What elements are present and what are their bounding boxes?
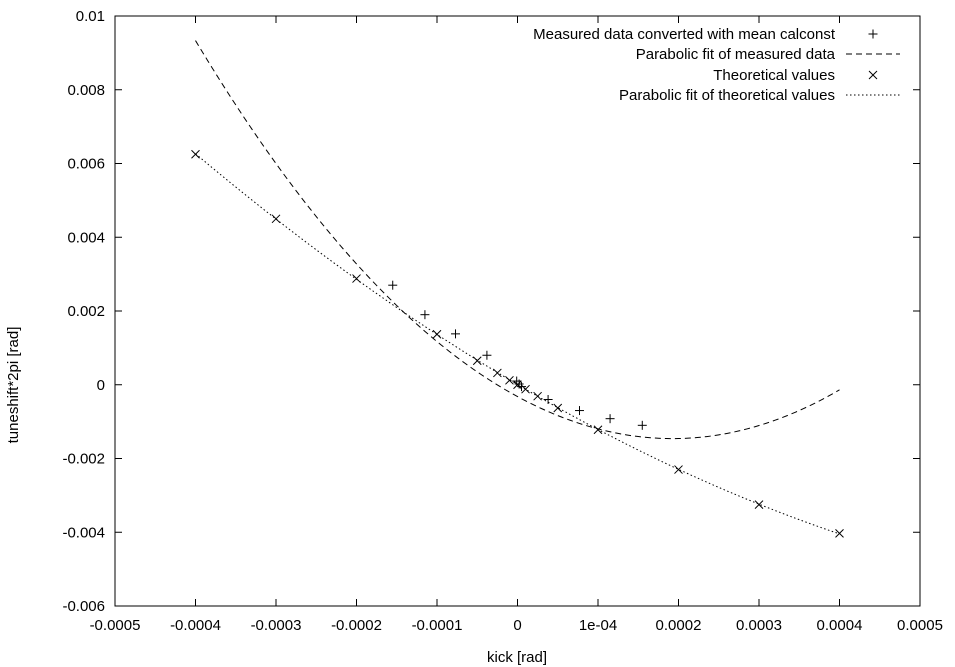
data-point <box>352 274 361 283</box>
x-tick-label: -0.0001 <box>412 617 463 634</box>
y-axis-label: tuneshift*2pi [rad] <box>5 327 22 444</box>
legend-marker-sample <box>868 70 878 80</box>
data-point <box>574 406 584 416</box>
data-point-d2 <box>352 274 361 283</box>
x-tick-label: 0.0003 <box>736 617 782 634</box>
data-point <box>388 280 398 290</box>
data-point-d2 <box>533 391 542 401</box>
series-line <box>195 40 840 440</box>
legend-label: Theoretical values <box>713 67 835 84</box>
data-point <box>637 420 647 430</box>
series-2 <box>195 40 840 440</box>
x-tick-label: 0 <box>513 617 521 634</box>
data-point-d2 <box>754 500 764 509</box>
y-tick-label: 0 <box>97 377 105 394</box>
legend-entry: Parabolic fit of measured data <box>636 46 900 63</box>
y-tick-label: 0.004 <box>67 229 105 246</box>
x-tick-label: 1e-04 <box>579 617 617 634</box>
legend: Measured data converted with mean calcon… <box>533 26 900 104</box>
legend-entry: Parabolic fit of theoretical values <box>619 87 900 104</box>
data-point <box>605 414 615 424</box>
legend-marker-sample-d2 <box>868 70 878 80</box>
data-point <box>521 384 530 394</box>
legend-label: Measured data converted with mean calcon… <box>533 26 836 43</box>
series-line <box>195 153 840 535</box>
data-point <box>482 350 492 360</box>
x-tick-label: 0.0004 <box>817 617 863 634</box>
data-point-d2 <box>432 329 442 339</box>
x-tick-label: -0.0003 <box>251 617 302 634</box>
data-point-d2 <box>271 214 281 224</box>
data-point <box>420 310 430 320</box>
y-tick-label: 0.01 <box>76 8 105 25</box>
data-point-d2 <box>553 403 563 413</box>
legend-entry: Measured data converted with mean calcon… <box>533 26 878 43</box>
data-point <box>674 465 683 474</box>
data-point <box>553 403 563 413</box>
x-tick-label: -0.0002 <box>331 617 382 634</box>
y-tick-label: 0.008 <box>67 82 105 99</box>
series-1 <box>388 280 647 430</box>
series-4 <box>195 153 840 535</box>
data-point <box>533 391 542 401</box>
axis-ticks: -0.0005 -0.0004 -0.0003 -0.0002 -0.0001 0 1e-0… <box>62 8 942 634</box>
legend-entry: Theoretical values <box>713 67 878 84</box>
data-point-d2 <box>472 356 482 366</box>
data-point-d2 <box>521 384 530 394</box>
data-point <box>754 500 764 509</box>
data-point <box>472 356 482 366</box>
x-tick-label: -0.0005 <box>90 617 141 634</box>
x-tick-label: -0.0004 <box>170 617 221 634</box>
data-point-d2 <box>505 375 514 385</box>
data-point <box>271 214 281 224</box>
y-tick-label: -0.006 <box>62 598 105 615</box>
series-3 <box>191 149 844 538</box>
y-tick-label: -0.002 <box>62 451 105 468</box>
legend-marker-sample <box>868 29 878 39</box>
data-point-d2 <box>835 529 844 538</box>
x-axis-label: kick [rad] <box>487 649 547 666</box>
x-tick-label: 0.0005 <box>897 617 943 634</box>
data-point-d2 <box>674 465 683 474</box>
y-tick-label: 0.002 <box>67 303 105 320</box>
data-point <box>451 329 461 339</box>
data-point <box>432 329 442 339</box>
series-layer <box>191 40 844 538</box>
data-point <box>835 529 844 538</box>
legend-label: Parabolic fit of measured data <box>636 46 836 63</box>
y-tick-label: 0.006 <box>67 156 105 173</box>
y-tick-label: -0.004 <box>62 524 105 541</box>
x-tick-label: 0.0002 <box>656 617 702 634</box>
legend-label: Parabolic fit of theoretical values <box>619 87 835 104</box>
data-point <box>505 375 514 385</box>
